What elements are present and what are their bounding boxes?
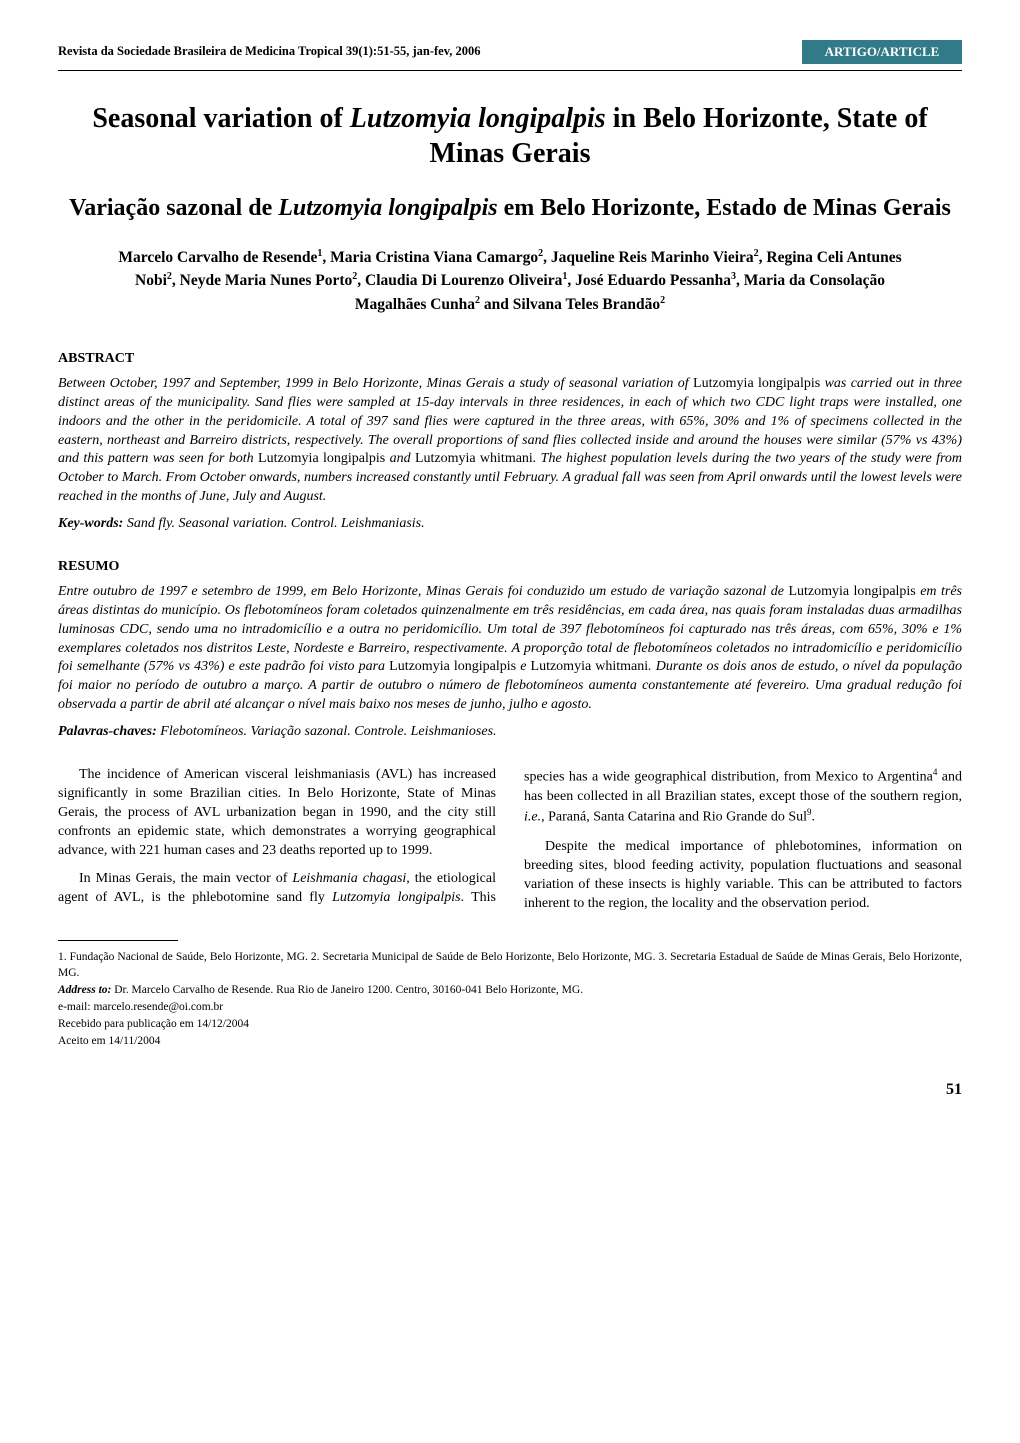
title-en-pre: Seasonal variation of — [92, 103, 349, 134]
address-text: Dr. Marcelo Carvalho de Resende. Rua Rio… — [111, 984, 583, 996]
body-paragraph: The incidence of American visceral leish… — [58, 766, 496, 860]
abstract-heading: ABSTRACT — [58, 350, 962, 369]
correspondence: Address to: Dr. Marcelo Carvalho de Rese… — [58, 982, 962, 998]
title-pt-pre: Variação sazonal de — [69, 195, 278, 221]
keywords-text-pt: Flebotomíneos. Variação sazonal. Control… — [157, 724, 497, 739]
resumo-heading: RESUMO — [58, 558, 962, 577]
article-title-en: Seasonal variation of Lutzomyia longipal… — [58, 101, 962, 171]
footnotes: 1. Fundação Nacional de Saúde, Belo Hori… — [58, 949, 962, 1050]
header-rule — [58, 70, 962, 71]
title-pt-post: em Belo Horizonte, Estado de Minas Gerai… — [498, 195, 951, 221]
title-pt-species: Lutzomyia longipalpis — [278, 195, 497, 221]
abstract-body: Between October, 1997 and September, 199… — [58, 375, 962, 507]
keywords-label-en: Key-words: — [58, 516, 123, 531]
keywords-en: Key-words: Sand fly. Seasonal variation.… — [58, 515, 962, 534]
accepted: Aceito em 14/11/2004 — [58, 1033, 962, 1049]
resumo-body: Entre outubro de 1997 e setembro de 1999… — [58, 583, 962, 715]
author-list: Marcelo Carvalho de Resende1, Maria Cris… — [100, 246, 920, 316]
running-head: Revista da Sociedade Brasileira de Medic… — [58, 40, 962, 64]
journal-citation: Revista da Sociedade Brasileira de Medic… — [58, 43, 481, 60]
keywords-label-pt: Palavras-chaves: — [58, 724, 157, 739]
affiliations: 1. Fundação Nacional de Saúde, Belo Hori… — [58, 949, 962, 981]
page-number: 51 — [58, 1079, 962, 1101]
keywords-text-en: Sand fly. Seasonal variation. Control. L… — [123, 516, 424, 531]
article-type-badge: ARTIGO/ARTICLE — [802, 40, 962, 64]
keywords-pt: Palavras-chaves: Flebotomíneos. Variação… — [58, 723, 962, 742]
body-columns: The incidence of American visceral leish… — [58, 766, 962, 916]
body-paragraph: Despite the medical importance of phlebo… — [524, 838, 962, 914]
email: e-mail: marcelo.resende@oi.com.br — [58, 999, 962, 1015]
address-label: Address to: — [58, 984, 111, 996]
article-title-pt: Variação sazonal de Lutzomyia longipalpi… — [58, 193, 962, 224]
received: Recebido para publicação em 14/12/2004 — [58, 1016, 962, 1032]
title-en-species: Lutzomyia longipalpis — [350, 103, 606, 134]
footnotes-rule — [58, 940, 178, 941]
